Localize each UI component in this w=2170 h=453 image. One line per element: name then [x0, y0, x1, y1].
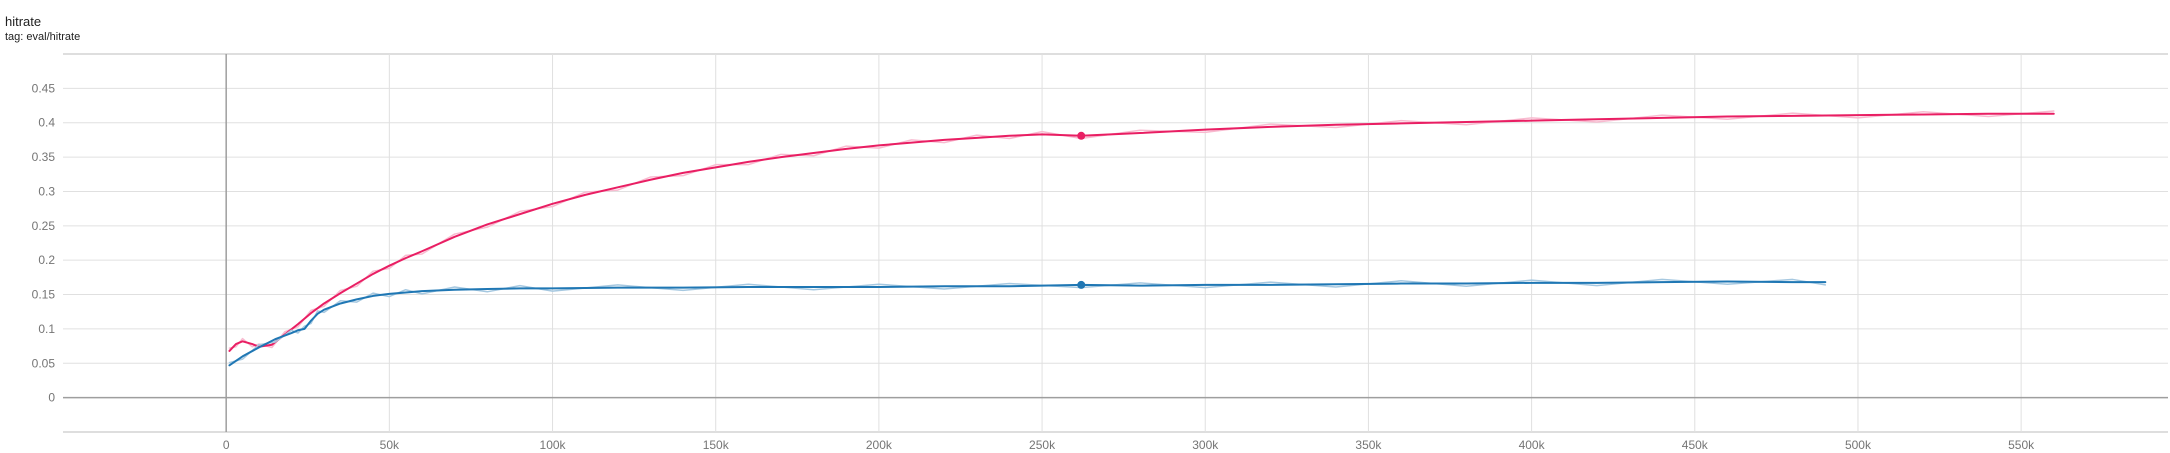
x-tick-label: 250k — [1029, 438, 1056, 452]
x-tick-labels: 0 50k 100k 150k 200k 250k 300k 350k 400k 450k 500k… — [223, 438, 2035, 452]
series-lines[interactable] — [228, 110, 2055, 367]
x-tick-label: 500k — [1845, 438, 1872, 452]
series-0-raw-line — [228, 110, 2055, 349]
x-tick-label: 550k — [2008, 438, 2035, 452]
y-tick-labels: 0 0.05 0.1 0.15 0.2 0.25 0.3 0.35 0.4 0.45 — [32, 81, 56, 404]
x-tick-label: 150k — [703, 438, 730, 452]
x-tick-label: 450k — [1682, 438, 1709, 452]
chart-tag: tag: eval/hitrate — [5, 31, 81, 43]
x-tick-label: 200k — [866, 438, 893, 452]
x-tick-label: 100k — [540, 438, 567, 452]
series-1-line[interactable] — [228, 280, 1827, 367]
series-1-hover-marker[interactable] — [1077, 280, 1086, 289]
chart-card-header: hitrate tag: eval/hitrate — [5, 14, 405, 44]
x-tick-label: 50k — [380, 438, 400, 452]
y-tick-label: 0.25 — [32, 219, 56, 233]
y-tick-label: 0.1 — [38, 322, 55, 336]
series-1-raw-line — [228, 278, 1827, 364]
y-tick-label: 0.45 — [32, 81, 56, 95]
series-0-hover-marker[interactable] — [1077, 131, 1086, 140]
series-0-line[interactable] — [228, 112, 2055, 352]
grid — [63, 53, 2168, 433]
axes — [63, 54, 2168, 432]
y-tick-label: 0.4 — [38, 116, 55, 130]
x-tick-label: 0 — [223, 438, 230, 452]
x-tick-label: 300k — [1192, 438, 1219, 452]
y-tick-label: 0.3 — [38, 184, 55, 198]
y-tick-label: 0.05 — [32, 356, 56, 370]
y-tick-label: 0.15 — [32, 288, 56, 302]
y-tick-label: 0.35 — [32, 150, 56, 164]
y-tick-label: 0 — [48, 391, 55, 405]
chart-title: hitrate — [5, 14, 42, 29]
x-tick-label: 350k — [1355, 438, 1382, 452]
x-tick-label: 400k — [1519, 438, 1546, 452]
y-tick-label: 0.2 — [38, 253, 55, 267]
